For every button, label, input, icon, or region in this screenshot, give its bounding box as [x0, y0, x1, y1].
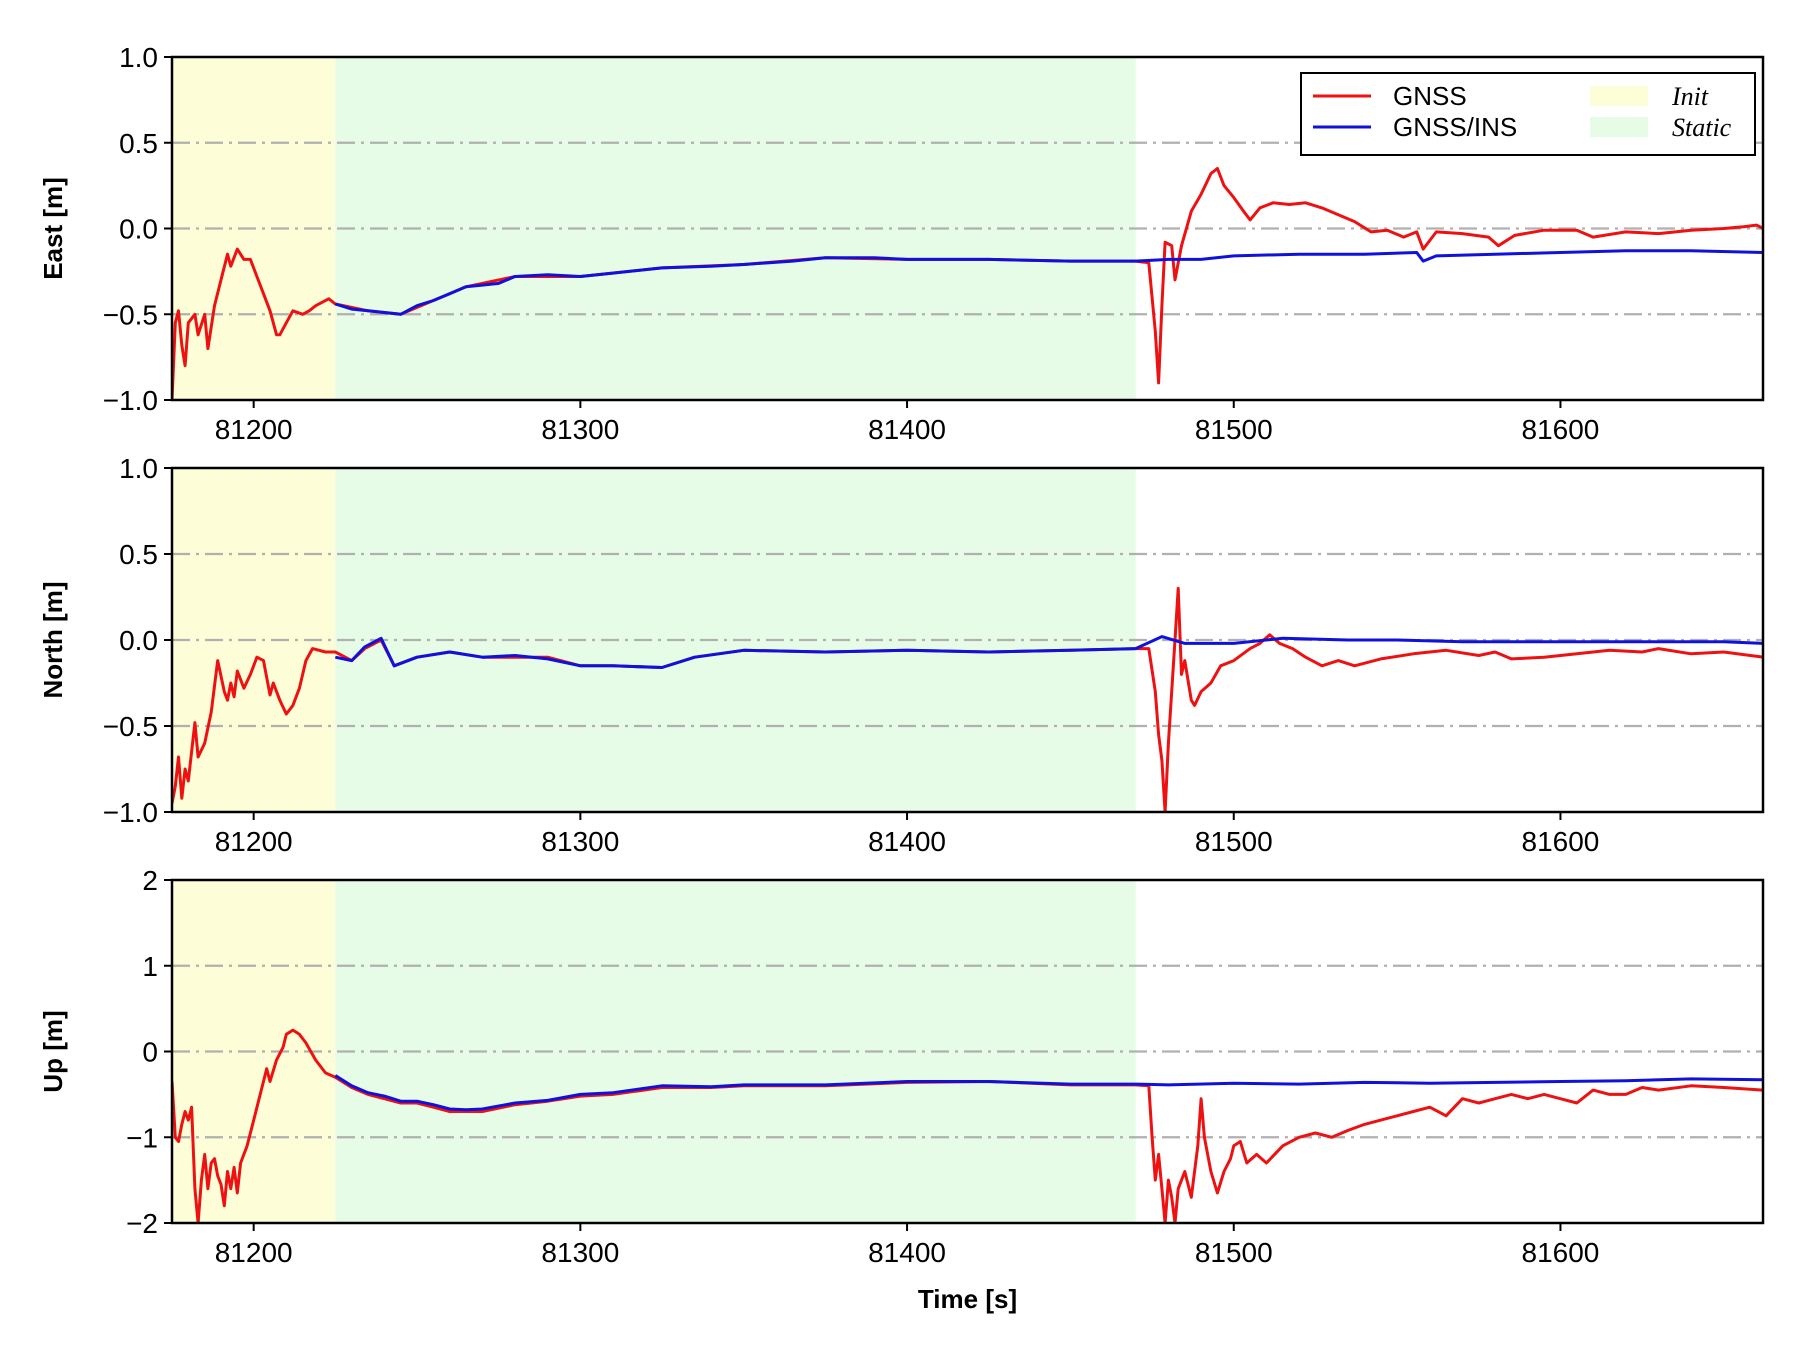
y-axis-label: Up [m] — [38, 1010, 68, 1092]
legend-item-init: Init — [1590, 82, 1709, 111]
x-tick-label: 81400 — [868, 1237, 946, 1268]
y-tick-label: −2 — [126, 1208, 158, 1239]
y-tick-label: 1.0 — [119, 453, 158, 484]
x-tick-label: 81200 — [215, 414, 293, 445]
x-tick-label: 81300 — [541, 1237, 619, 1268]
legend-swatch-patch — [1590, 86, 1648, 106]
x-axis-label: Time [s] — [918, 1284, 1017, 1314]
legend-label: Init — [1671, 82, 1709, 111]
y-tick-label: 0 — [142, 1037, 158, 1068]
series-group — [172, 586, 1763, 812]
x-tick-label: 81400 — [868, 826, 946, 857]
x-tick-label: 81500 — [1195, 414, 1273, 445]
panel-2: −1.0 −0.5 0.0 0.5 1.0 81200 81300 81400 81500 816… — [38, 453, 1765, 857]
y-tick-label: −1.0 — [103, 797, 158, 828]
x-tick-label: 81300 — [541, 826, 619, 857]
series-line-gnss-ins — [334, 635, 1763, 669]
legend-box — [1300, 72, 1756, 156]
y-tick-label: 0.0 — [119, 214, 158, 245]
series-group — [172, 167, 1763, 400]
series-line-gnss-ins — [334, 249, 1763, 316]
series-line-gnss-ins — [334, 1074, 1763, 1112]
y-tick-label: −0.5 — [103, 299, 158, 330]
x-tick-label: 81300 — [541, 414, 619, 445]
y-tick-label: 0.0 — [119, 625, 158, 656]
panel-1: −1.0 −0.5 0.0 0.5 1.0 81200 81300 81400 81500 816… — [38, 42, 1765, 445]
y-tick-label: 0.5 — [119, 128, 158, 159]
y-axis-label: East [m] — [38, 177, 68, 280]
y-tick-label: 0.5 — [119, 539, 158, 570]
panel-3: −2 −1 0 1 2 81200 81300 81400 81500 81600 Up [m] Ti… — [38, 865, 1765, 1314]
legend-swatch-patch — [1590, 117, 1648, 137]
legend-item-gnss: GNSS — [1313, 81, 1467, 111]
x-tick-label: 81600 — [1522, 826, 1600, 857]
legend-item-static: Static — [1590, 113, 1732, 142]
y-tick-label: −0.5 — [103, 711, 158, 742]
x-tick-label: 81200 — [215, 826, 293, 857]
y-tick-label: −1.0 — [103, 385, 158, 416]
x-tick-label: 81600 — [1522, 1237, 1600, 1268]
y-tick-label: −1 — [126, 1122, 158, 1153]
x-tick-label: 81200 — [215, 1237, 293, 1268]
x-tick-label: 81600 — [1522, 414, 1600, 445]
y-tick-label: 2 — [142, 865, 158, 896]
x-tick-label: 81500 — [1195, 826, 1273, 857]
y-axis-label: North [m] — [38, 582, 68, 699]
x-tick-label: 81500 — [1195, 1237, 1273, 1268]
legend-label: Static — [1672, 113, 1732, 142]
series-group — [172, 1028, 1763, 1223]
legend-label: GNSS — [1393, 81, 1467, 111]
x-tick-label: 81400 — [868, 414, 946, 445]
legend-label: GNSS/INS — [1393, 112, 1517, 142]
legend-item-gnss-ins: GNSS/INS — [1313, 112, 1517, 142]
y-tick-label: 1.0 — [119, 42, 158, 73]
chart-panels: −1.0 −0.5 0.0 0.5 1.0 81200 81300 81400 81500 816… — [38, 42, 1765, 1314]
y-tick-label: 1 — [142, 951, 158, 982]
